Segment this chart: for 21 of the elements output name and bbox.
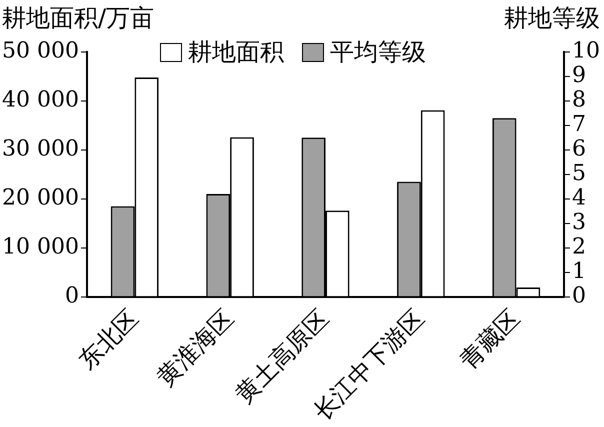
y2-tick-label: 6 bbox=[572, 136, 586, 162]
series-label: 耕地面积 bbox=[188, 37, 284, 68]
y2-tick-label: 2 bbox=[572, 234, 586, 260]
y2-tick-label: 0 bbox=[572, 284, 586, 309]
y-tick-label: 20 000 bbox=[2, 186, 79, 211]
legend-label: 平均等级 bbox=[330, 37, 426, 68]
y2-axis-title: 耕地等级 bbox=[504, 3, 600, 34]
y2-tick-label: 3 bbox=[572, 210, 586, 236]
y-tick-label: 50 000 bbox=[2, 38, 79, 64]
y-axis-title: 耕地面积/万亩 bbox=[2, 3, 154, 34]
y2-tick-label: 5 bbox=[572, 161, 586, 186]
y-tick-label: 30 000 bbox=[2, 136, 79, 162]
y2-tick-label: 8 bbox=[572, 88, 586, 113]
y-tick-label: 40 000 bbox=[2, 88, 79, 113]
y2-tick-label: 9 bbox=[572, 63, 586, 88]
x-tick-label: 青藏区 bbox=[455, 304, 526, 375]
y2-tick-label: 4 bbox=[572, 186, 586, 211]
y-tick-label: 10 000 bbox=[2, 234, 79, 260]
y2-tick-label: 1 bbox=[572, 259, 586, 284]
y2-tick-label: 10 bbox=[572, 38, 600, 64]
y2-tick-label: 7 bbox=[572, 112, 586, 138]
